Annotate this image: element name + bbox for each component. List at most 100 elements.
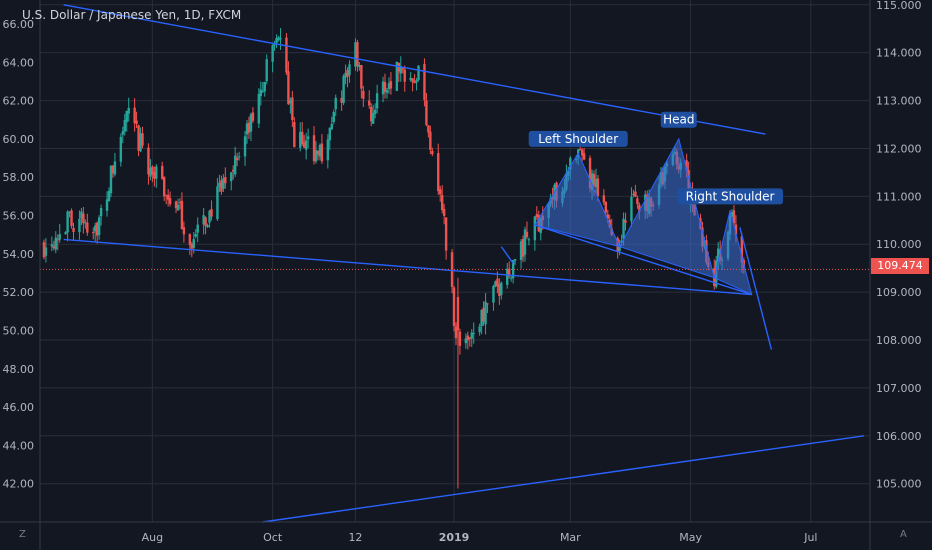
- candle-body: [275, 37, 278, 43]
- candle-body: [452, 287, 456, 327]
- candle-body: [259, 89, 263, 97]
- candle-body: [592, 174, 596, 186]
- candle-body: [458, 331, 462, 346]
- candle-body: [569, 157, 572, 170]
- x-axis-tick-label: Jul: [803, 531, 817, 544]
- candle-body: [519, 241, 523, 260]
- trendline: [63, 238, 752, 296]
- grid-lines: [40, 0, 870, 522]
- candle-body: [525, 231, 529, 238]
- candle-body: [602, 195, 606, 203]
- candle-body: [456, 296, 460, 331]
- candle-body: [578, 148, 582, 150]
- x-axis-tick-label: Aug: [142, 531, 163, 544]
- candle-body: [358, 65, 361, 68]
- candle-body: [302, 142, 306, 148]
- candle-body: [716, 248, 720, 262]
- x-axis-tick-label: Mar: [560, 531, 581, 544]
- candle-body: [330, 123, 333, 130]
- left-axis-tick-label: 60.00: [3, 133, 35, 146]
- candle-body: [415, 79, 418, 83]
- candle-body: [340, 97, 343, 103]
- candle-body: [135, 120, 138, 124]
- candle-body: [334, 97, 337, 110]
- candle-body: [523, 229, 527, 255]
- x-axis-tick-label: 2019: [439, 531, 470, 544]
- trendline: [500, 246, 514, 264]
- left-axis-tick-label: 46.00: [3, 401, 35, 414]
- right-axis-tick-label: 110.000: [876, 238, 922, 251]
- trendline: [262, 435, 865, 523]
- x-axis-tick-label: 12: [348, 531, 362, 544]
- left-axis-tick-label: 64.00: [3, 56, 35, 69]
- candle-body: [401, 68, 404, 70]
- candle-body: [411, 78, 414, 83]
- candle-body: [318, 145, 322, 157]
- candle-body: [342, 76, 345, 103]
- candle-body: [381, 81, 385, 95]
- pattern-triangle: [713, 210, 753, 296]
- candle-body: [289, 100, 292, 104]
- candle-body: [464, 338, 468, 344]
- candle-body: [624, 220, 627, 223]
- candle-body: [188, 234, 192, 245]
- candle-body: [632, 194, 635, 196]
- candle-body: [155, 166, 158, 179]
- candle-body: [442, 208, 446, 216]
- candle-body: [243, 136, 247, 157]
- candle-body: [604, 201, 608, 213]
- candle-body: [265, 59, 268, 82]
- candle-body: [450, 252, 454, 287]
- candle-body: [54, 237, 57, 250]
- candle-body: [480, 309, 483, 327]
- candle-body: [439, 189, 442, 195]
- left-axis-tick-label: 58.00: [3, 171, 35, 184]
- candle-body: [109, 165, 113, 194]
- candle-body: [163, 176, 166, 197]
- right-axis-tick-label: 106.000: [876, 430, 922, 443]
- candle-body: [375, 93, 379, 109]
- candle-body: [634, 191, 637, 197]
- candle-body: [320, 143, 324, 162]
- candle-body: [685, 160, 688, 171]
- candle-body: [466, 335, 470, 341]
- candle-body: [356, 42, 359, 66]
- candle-body: [237, 156, 241, 158]
- candle-body: [293, 121, 296, 148]
- candle-body: [301, 131, 304, 144]
- candle-body: [56, 239, 59, 241]
- auto-scale-button[interactable]: A: [900, 529, 907, 540]
- candle-body: [444, 217, 448, 251]
- candle-body: [498, 284, 501, 297]
- candle-body: [206, 224, 209, 227]
- left-axis-tick-label: 56.00: [3, 210, 35, 223]
- candle-body: [332, 111, 335, 123]
- candle-body: [127, 107, 130, 114]
- candle-body: [147, 147, 150, 175]
- candle-body: [287, 71, 290, 105]
- candle-body: [119, 136, 123, 162]
- candle-body: [133, 107, 136, 124]
- candle-body: [732, 210, 736, 224]
- candle-body: [496, 278, 499, 287]
- candle-body: [125, 110, 128, 123]
- trendlines: [40, 4, 870, 523]
- trendline: [739, 227, 773, 350]
- candle-body: [494, 281, 497, 287]
- candle-body: [513, 259, 517, 261]
- candle-body: [64, 232, 67, 235]
- zoom-toggle-button[interactable]: Z: [19, 529, 26, 540]
- candle-body: [42, 242, 46, 258]
- candle-body: [277, 37, 280, 41]
- candle-body: [220, 180, 223, 192]
- candle-body: [314, 150, 318, 162]
- candle-body: [192, 239, 195, 248]
- x-axis-tick-label: May: [679, 531, 702, 544]
- candle-body: [151, 166, 154, 175]
- candle-body: [107, 190, 111, 201]
- chart-title: U.S. Dollar / Japanese Yen, 1D, FXCM: [22, 8, 242, 22]
- candle-body: [208, 210, 211, 223]
- candle-body: [123, 119, 126, 132]
